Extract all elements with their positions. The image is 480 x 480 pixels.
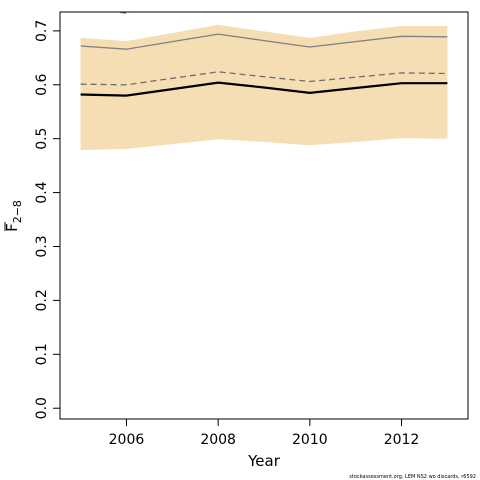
series-line-3 [80, 33, 448, 50]
svg-text:F2−8: F2−8 [3, 200, 24, 232]
x-axis: 2006 2008 2010 2012 [109, 419, 420, 448]
plot-area [80, 12, 448, 150]
x-axis-title: Year [247, 452, 281, 470]
y-tick-label: 0.2 [34, 289, 50, 311]
series-line-1 [80, 81, 448, 97]
y-tick-label: 0.5 [34, 128, 50, 150]
y-axis-title-subscript: 2−8 [11, 200, 24, 223]
x-tick-label: 2006 [109, 432, 145, 448]
y-tick-label: 0.1 [34, 343, 50, 365]
footnote: stockassessment.org, LEM NS2 wo discards… [349, 474, 476, 480]
y-axis-title-main: F [3, 223, 21, 232]
y-axis: 0.0 0.1 0.2 0.3 0.4 0.5 0.6 0.7 [34, 20, 60, 419]
y-tick-label: 0.6 [34, 74, 50, 96]
y-tick-label: 0.3 [34, 235, 50, 257]
y-tick-label: 0.4 [34, 181, 50, 203]
x-tick-label: 2012 [384, 432, 420, 448]
x-tick-label: 2010 [292, 432, 328, 448]
y-axis-title: F2−8 [3, 200, 24, 232]
series-line-2 [80, 71, 448, 86]
plot-frame [59, 11, 469, 420]
y-tick-label: 0.7 [34, 20, 50, 42]
x-tick-label: 2008 [200, 432, 236, 448]
series-line-4 [114, 12, 313, 14]
y-tick-label: 0.0 [34, 397, 50, 419]
